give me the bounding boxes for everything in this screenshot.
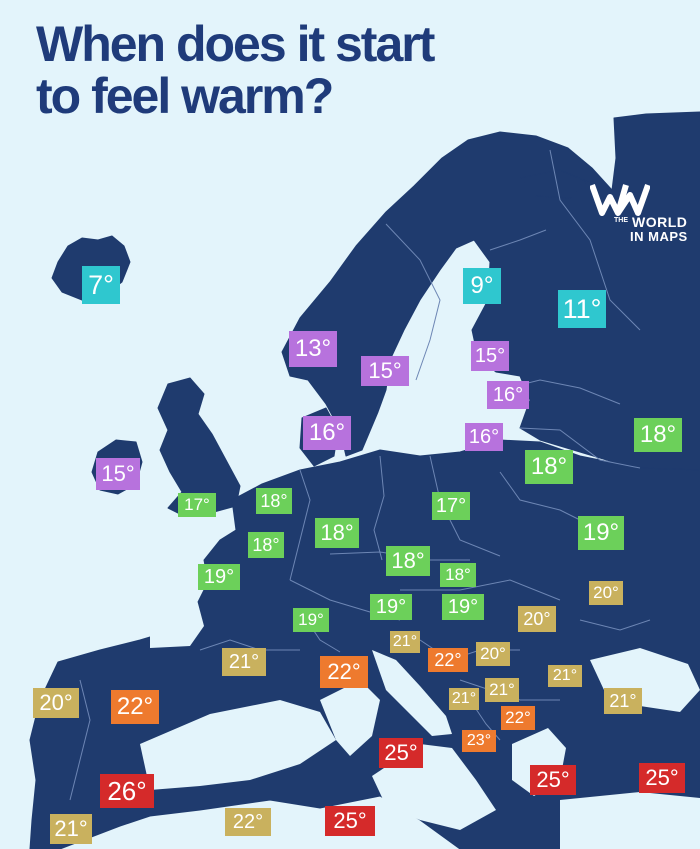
temp-label-bulgaria: 21° xyxy=(548,665,582,687)
temp-label-iceland: 7° xyxy=(82,266,120,304)
bay-of-biscay xyxy=(150,596,204,648)
temp-label-ukraine: 19° xyxy=(578,516,624,550)
temp-label-algeria: 22° xyxy=(225,808,271,836)
temp-label-belarus: 18° xyxy=(525,450,573,484)
brand-the: THE xyxy=(614,217,628,224)
temp-label-albania: 23° xyxy=(462,730,496,752)
temp-label-germany: 18° xyxy=(315,518,359,548)
temp-label-serbia: 20° xyxy=(476,642,510,666)
temp-label-estonia: 16° xyxy=(487,381,529,409)
temp-label-ireland: 15° xyxy=(96,458,140,490)
brand-in-maps: IN MAPS xyxy=(630,229,688,244)
title-line-1: When does it start xyxy=(36,16,435,72)
temp-label-slovenia: 21° xyxy=(390,631,420,653)
temp-label-south-finland: 15° xyxy=(471,341,509,371)
temp-label-north-france: 19° xyxy=(198,564,240,590)
temp-label-sweden: 15° xyxy=(361,356,409,386)
page-title: When does it start to feel warm? xyxy=(36,16,435,124)
temp-label-denmark: 16° xyxy=(303,416,351,450)
temp-label-romania: 20° xyxy=(518,606,556,632)
temp-label-montenegro: 21° xyxy=(449,688,479,710)
temp-label-united-kingdom: 17° xyxy=(178,493,216,517)
temp-label-switzerland: 19° xyxy=(293,608,329,632)
temp-label-north-macedonia: 22° xyxy=(501,706,535,730)
kola-landmass xyxy=(519,169,589,199)
brand-world: WORLD xyxy=(632,214,688,230)
temp-label-central-spain: 22° xyxy=(111,690,159,724)
temp-label-hungary: 19° xyxy=(442,594,484,620)
temp-label-russia-west: 18° xyxy=(634,418,682,452)
temp-label-turkey: 25° xyxy=(639,763,685,793)
temp-label-austria: 19° xyxy=(370,594,412,620)
temp-label-norway: 13° xyxy=(289,331,337,367)
title-line-2: to feel warm? xyxy=(36,68,334,124)
mediterranean-east xyxy=(560,792,700,849)
temp-label-moldova: 20° xyxy=(589,581,623,605)
temp-label-tunisia: 25° xyxy=(325,806,375,836)
temp-label-morocco: 21° xyxy=(50,814,92,844)
temp-label-north-finland: 9° xyxy=(463,268,501,304)
temp-label-greece: 25° xyxy=(530,765,576,795)
south-sea xyxy=(180,836,420,849)
temp-label-north-italy: 22° xyxy=(320,656,368,688)
temp-label-south-italy: 25° xyxy=(379,738,423,768)
world-in-maps-logo-icon xyxy=(590,183,650,216)
brand-logo: THE WORLD IN MAPS xyxy=(590,183,690,249)
temp-label-poland: 17° xyxy=(432,492,470,520)
temp-label-netherlands: 18° xyxy=(256,488,292,514)
adriatic-sea xyxy=(372,650,452,736)
temp-label-slovakia: 18° xyxy=(440,563,476,587)
temp-label-south-spain: 26° xyxy=(100,774,154,808)
tyrrhenian-sea xyxy=(320,680,380,756)
mediterranean-west xyxy=(140,700,336,790)
temp-label-czechia: 18° xyxy=(386,546,430,576)
temp-label-belgium: 18° xyxy=(248,532,284,558)
temp-label-portugal: 20° xyxy=(33,688,79,718)
temp-label-latvia: 16° xyxy=(465,423,503,451)
temp-label-black-sea-coast: 21° xyxy=(604,688,642,714)
temp-label-south-france: 21° xyxy=(222,648,266,676)
temp-label-bosnia: 22° xyxy=(428,648,468,672)
temp-label-northwest-russia: 11° xyxy=(558,290,606,328)
temp-label-kosovo: 21° xyxy=(485,678,519,702)
